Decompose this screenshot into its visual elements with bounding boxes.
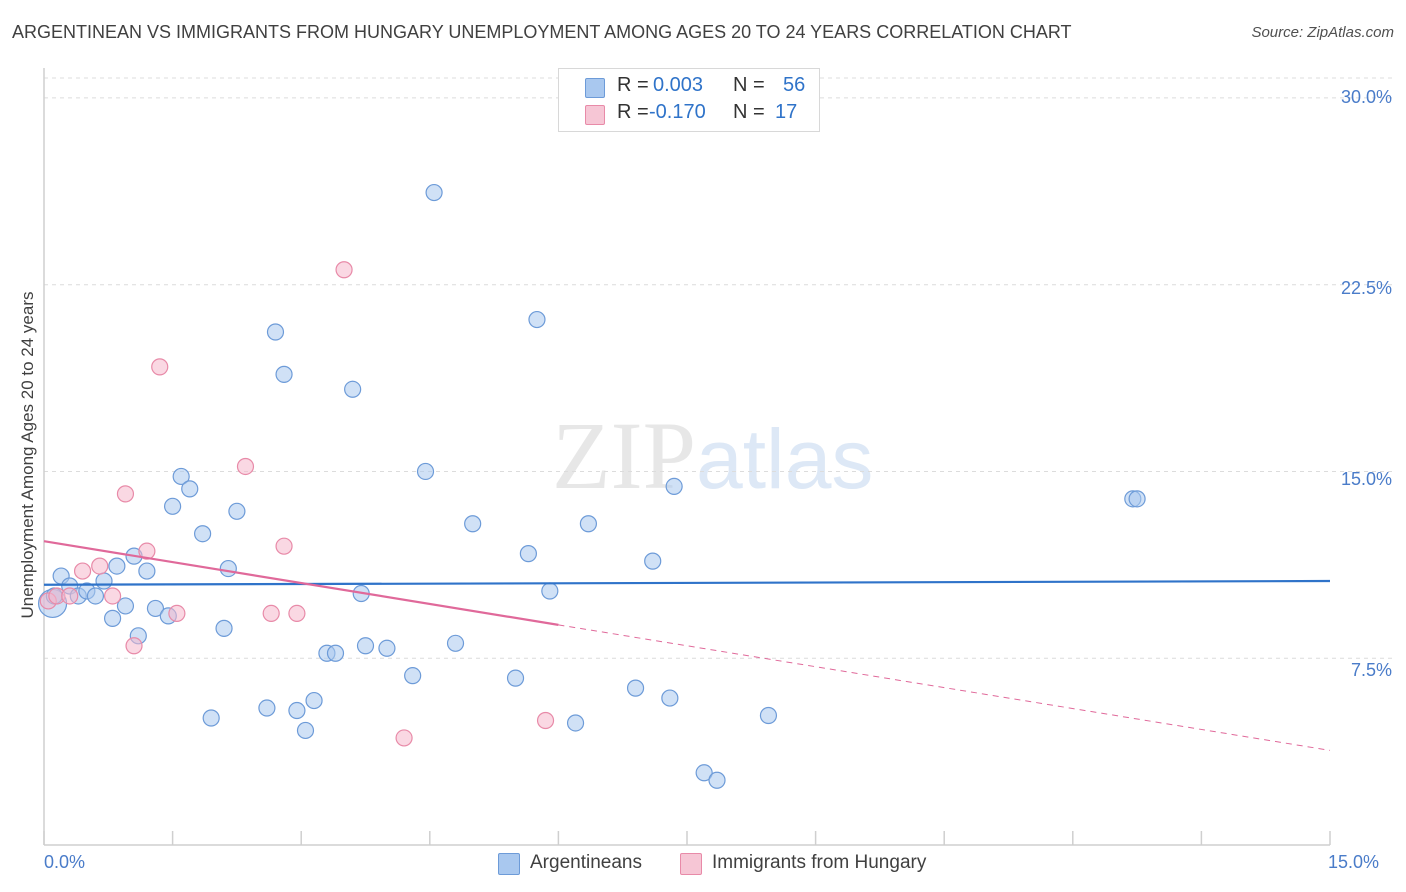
r-label: R = [617,101,649,123]
argentinean-point [566,714,585,732]
argentinean-point [644,552,662,570]
y-tick-label-22-5: 22.5% [1340,278,1392,298]
argentinean-point [519,545,537,563]
argentinean-point [344,380,362,398]
argentinean-point [95,572,113,590]
legend-label: Immigrants from Hungary [712,852,927,873]
argentinean-point [215,619,233,637]
argentinean-point [108,557,126,575]
argentinean-point [194,525,212,543]
hungary-point [138,542,156,560]
argentinean-point [288,701,306,720]
argentinean-point [202,709,220,727]
watermark-atlas: atlas [696,412,874,506]
argentinean-point [378,639,396,657]
n-value: 17 [775,101,798,123]
r-label: R = [617,74,649,96]
chart-title: ARGENTINEAN VS IMMIGRANTS FROM HUNGARY U… [12,22,1072,42]
hungary-point [288,604,306,623]
argentinean-point [326,644,345,662]
argentinean-point [528,310,546,329]
argentinean-point [464,515,482,533]
hungary-trend-line [43,540,559,626]
argentinean-point [626,679,645,697]
hungary-point [73,562,92,580]
argentinean-point [138,562,156,580]
n-label: N = [733,74,765,96]
argentinean-point [146,599,165,618]
argentinean-point [356,637,375,655]
r-value: 0.003 [653,74,704,96]
blue-swatch [585,78,605,98]
hungary-point [103,587,122,605]
argentinean-point [404,667,422,685]
argentinean-point [665,477,683,496]
pink-swatch [680,853,702,875]
argentinean-point [86,587,105,605]
argentinean-point [266,323,285,341]
argentinean-point [541,582,559,600]
hungary-point [125,637,143,655]
argentinean-point [103,609,122,627]
n-label: N = [733,101,765,123]
argentinean-point [116,597,135,615]
argentinean-point [579,515,598,533]
argentinean-trend-line [43,579,1331,586]
source-credit: Source: ZipAtlas.com [1251,24,1394,41]
argentinean-point [661,689,679,707]
legend-label: Argentineans [530,852,642,873]
hungary-point [275,537,293,555]
y-tick-label-7-5: 7.5% [1350,660,1392,680]
blue-swatch [498,853,520,875]
pink-swatch [585,105,605,125]
y-tick-label-30: 30.0% [1340,87,1392,107]
argentinean-point [164,497,182,515]
argentinean-point [258,699,276,717]
stats-legend: R = 0.003 N = 56 R = -0.170 N = 17 [558,68,820,132]
hungary-point [262,604,280,623]
argentinean-point [506,669,525,687]
hungary-point [168,604,186,623]
x-tick-label-min: 0.0% [44,852,86,872]
y-tick-label-15: 15.0% [1340,469,1392,489]
r-value: -0.170 [649,101,706,123]
argentinean-point [446,634,465,652]
hungary-point [536,711,555,730]
hungary-trend-extension [558,624,1331,751]
argentinean-point [305,691,323,710]
argentinean-point [296,721,315,740]
hungary-point [151,358,169,376]
argentinean-point [1128,490,1146,508]
hungary-point [116,485,135,503]
hungary-point [335,261,353,279]
argentinean-point [172,467,190,486]
argentinean-point [416,462,435,481]
argentinean-point [425,183,443,202]
argentinean-point [228,502,246,520]
argentinean-point [708,771,726,789]
argentinean-point [181,480,199,498]
n-value: 56 [783,74,806,96]
argentinean-point [219,559,237,578]
hungary-point [61,587,79,605]
argentinean-point [695,764,713,782]
argentinean-point [759,706,778,725]
x-tick-label-max: 15.0% [1328,852,1380,872]
hungary-point [236,457,255,476]
hungary-point [395,729,413,747]
argentinean-point [275,365,293,383]
y-axis-label: Unemployment Among Ages 20 to 24 years [18,291,37,619]
hungary-point [91,557,109,575]
